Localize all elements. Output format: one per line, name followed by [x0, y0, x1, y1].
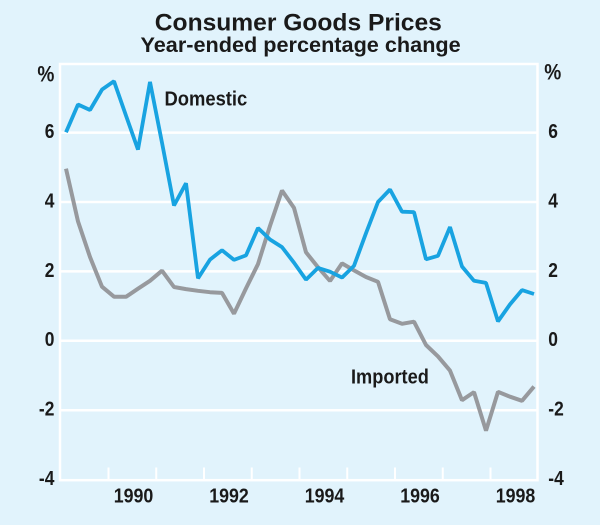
- svg-text:Year-ended percentage change: Year-ended percentage change: [140, 33, 460, 57]
- svg-text:1996: 1996: [400, 485, 440, 507]
- svg-text:0: 0: [548, 328, 558, 350]
- svg-text:6: 6: [548, 120, 558, 142]
- svg-text:4: 4: [548, 189, 558, 211]
- svg-text:-2: -2: [548, 397, 563, 419]
- svg-text:-4: -4: [548, 467, 564, 489]
- svg-text:4: 4: [45, 189, 55, 211]
- svg-text:1990: 1990: [114, 485, 154, 507]
- svg-text:6: 6: [45, 120, 55, 142]
- svg-text:0: 0: [45, 328, 55, 350]
- svg-text:1998: 1998: [496, 485, 536, 507]
- svg-text:Consumer Goods Prices: Consumer Goods Prices: [155, 10, 442, 37]
- svg-text:2: 2: [45, 259, 55, 281]
- svg-text:Imported: Imported: [351, 367, 429, 389]
- svg-text:1994: 1994: [305, 485, 345, 507]
- svg-text:%: %: [37, 62, 54, 87]
- svg-text:-2: -2: [39, 397, 54, 419]
- svg-text:%: %: [544, 60, 561, 85]
- svg-text:Domestic: Domestic: [165, 89, 248, 111]
- svg-text:2: 2: [548, 259, 558, 281]
- svg-text:-4: -4: [39, 467, 55, 489]
- svg-text:1992: 1992: [209, 485, 249, 507]
